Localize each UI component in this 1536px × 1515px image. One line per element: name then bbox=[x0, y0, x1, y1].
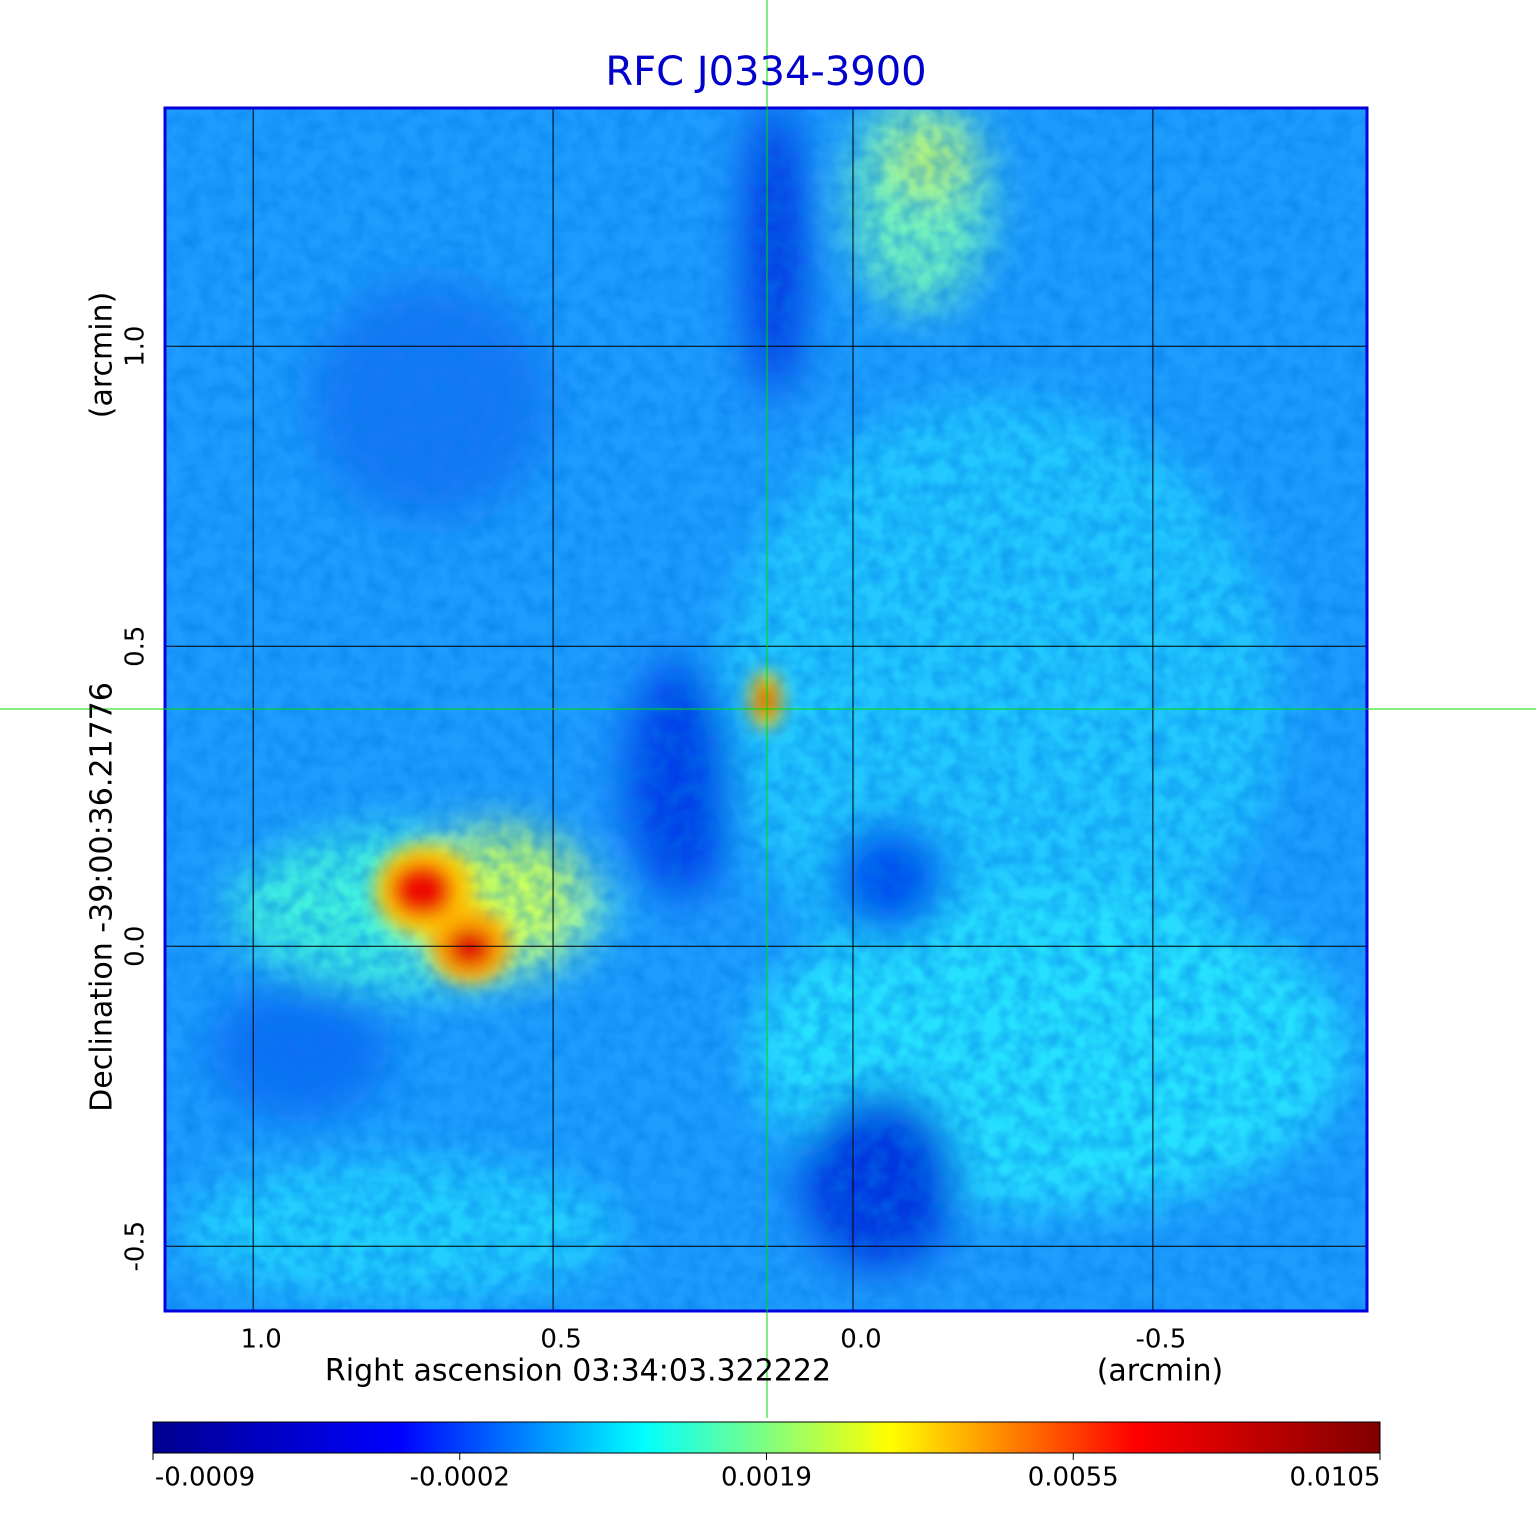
colorbar-tick-label: -0.0009 bbox=[155, 1463, 255, 1493]
chart-title: RFC J0334-3900 bbox=[605, 49, 926, 95]
sources bbox=[375, 672, 782, 983]
y-axis-label: Declination -39:00:36.21776 bbox=[85, 682, 120, 1112]
x-tick-label: -0.5 bbox=[1136, 1325, 1187, 1355]
y-axis-unit: (arcmin) bbox=[85, 292, 120, 419]
x-tick-label: 0.0 bbox=[840, 1325, 881, 1355]
y-tick-label: 0.0 bbox=[121, 926, 151, 967]
x-axis-unit: (arcmin) bbox=[1097, 1354, 1224, 1389]
colorbar-tick-label: 0.0105 bbox=[1290, 1463, 1381, 1493]
x-axis-label: Right ascension 03:34:03.322222 bbox=[325, 1354, 831, 1389]
sky-image bbox=[165, 108, 1367, 1311]
x-tick-label: 0.5 bbox=[540, 1325, 581, 1355]
colorbar-tick-label: -0.0002 bbox=[410, 1463, 510, 1493]
y-tick-label: 1.0 bbox=[121, 326, 151, 367]
colorbar-tick-label: 0.0055 bbox=[1028, 1463, 1119, 1493]
colorbar-tick-label: 0.0019 bbox=[721, 1463, 812, 1493]
y-tick-label: -0.5 bbox=[121, 1221, 151, 1272]
x-tick-label: 1.0 bbox=[240, 1325, 281, 1355]
colorbar bbox=[152, 1421, 1381, 1454]
y-tick-label: 0.5 bbox=[121, 626, 151, 667]
